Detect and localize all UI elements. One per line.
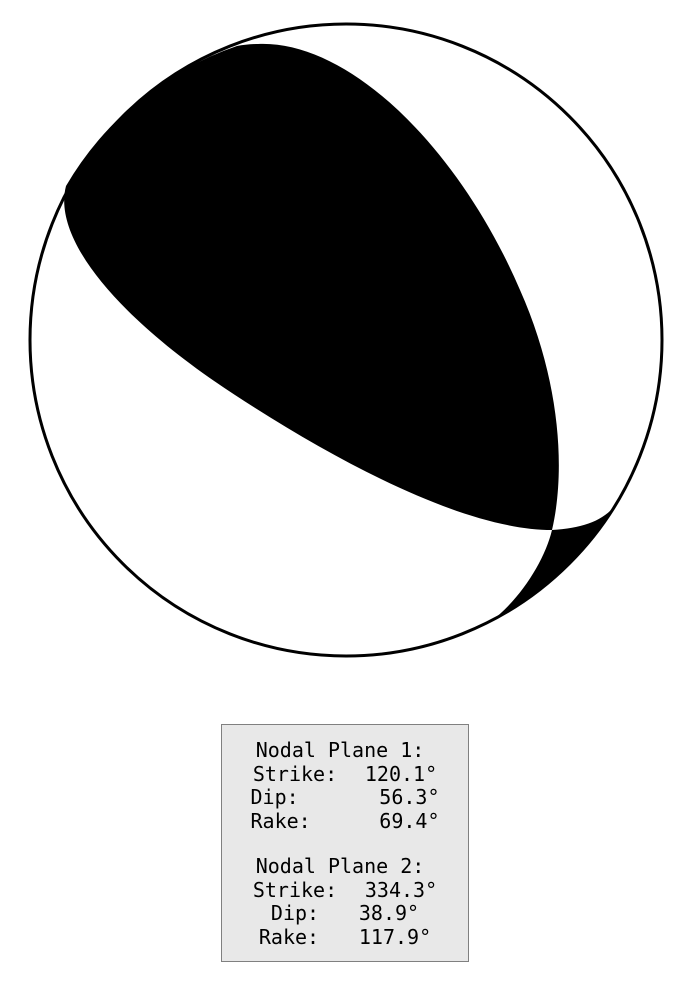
np1-dip-label: Dip: [250, 785, 299, 809]
np2-rake-row: Rake: 117.9° [222, 924, 468, 950]
np2-rake-label: Rake: [258, 924, 320, 949]
compressional-quadrant-main [64, 43, 559, 530]
np2-dip-label: Dip: [270, 901, 320, 925]
nodal-plane-1-title: Nodal Plane 1: [255, 738, 425, 762]
np2-rake-value: 117.9° [358, 924, 432, 949]
np1-strike-row: Strike: 120.1° [222, 761, 468, 787]
np1-strike-value: 120.1° [364, 761, 438, 786]
np1-rake-value: 69.4° [379, 808, 440, 833]
compressional-quadrant-small [490, 502, 618, 622]
np2-dip-value: 38.9° [358, 901, 420, 925]
np1-rake-label: Rake: [250, 808, 311, 833]
np2-strike-value: 334.3° [364, 877, 438, 902]
np1-dip-row: Dip: 56.3° [222, 785, 468, 810]
np2-strike-label: Strike: [252, 877, 338, 902]
focal-mechanism-beachball [28, 22, 664, 658]
beachball-outline [28, 22, 664, 658]
np1-strike-label: Strike: [252, 761, 338, 786]
np2-dip-row: Dip: 38.9° [222, 901, 468, 926]
np2-strike-row: Strike: 334.3° [222, 877, 468, 903]
nodal-plane-2-title: Nodal Plane 2: [255, 854, 425, 878]
np1-rake-row: Rake: 69.4° [222, 808, 468, 834]
np1-dip-value: 56.3° [379, 785, 440, 809]
nodal-planes-info-box: Nodal Plane 1: Strike: 120.1° Dip: 56.3° R… [221, 724, 469, 962]
